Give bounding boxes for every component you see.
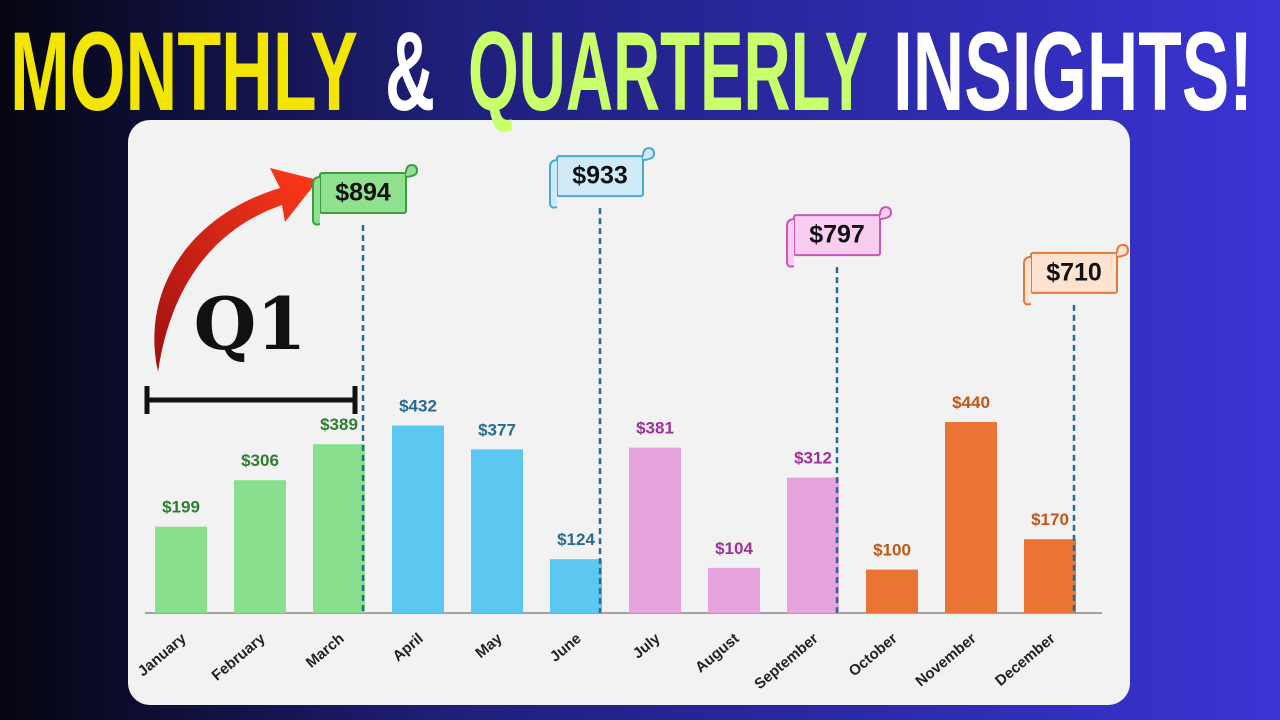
quarter-total-label: $894 [335, 179, 391, 207]
bar [708, 567, 760, 613]
flag-curl [1023, 255, 1032, 306]
value-label: $377 [478, 420, 516, 439]
value-label: $440 [952, 393, 990, 412]
bar [787, 477, 839, 613]
bar [471, 449, 523, 613]
annotation: Q1 [194, 281, 307, 366]
value-label: $100 [873, 541, 911, 560]
bar [155, 526, 207, 613]
title-part: INSIGHTS! [893, 9, 1253, 134]
quarter-total-label: $710 [1046, 258, 1102, 286]
quarter-flag: $894 [312, 164, 419, 226]
bar [1024, 539, 1076, 613]
value-label: $381 [636, 419, 674, 438]
bar [629, 447, 681, 613]
q1-bracket [144, 386, 358, 414]
value-label: $104 [715, 539, 753, 558]
title-part: QUARTERLY [468, 9, 868, 134]
bar [550, 559, 602, 613]
value-label: $306 [241, 451, 279, 470]
flag-curl [1116, 243, 1130, 258]
chart-panel [128, 120, 1130, 705]
quarter-total-label: $933 [572, 162, 628, 190]
quarter-total-label: $797 [809, 221, 865, 249]
title-part: MONTHLY [10, 9, 358, 134]
curved-arrow [154, 168, 318, 372]
value-label: $432 [399, 397, 437, 416]
quarter-flag: $933 [549, 147, 656, 209]
value-label: $312 [794, 449, 832, 468]
bar [234, 480, 286, 613]
flag-curl [549, 159, 558, 209]
value-label: $170 [1031, 510, 1069, 529]
flag-curl [405, 164, 419, 178]
title-part: & [385, 9, 435, 134]
value-label: $124 [557, 530, 595, 549]
bar [866, 569, 918, 613]
bar [945, 422, 997, 613]
flag-curl [786, 218, 795, 268]
flag-curl [642, 147, 656, 162]
quarter-flag: $710 [1023, 243, 1130, 306]
bar [392, 425, 444, 613]
flag-curl [879, 206, 893, 221]
bar [313, 444, 365, 613]
value-label: $199 [162, 498, 200, 517]
value-label: $389 [320, 415, 358, 434]
flag-curl [312, 176, 321, 226]
quarter-flag: $797 [786, 206, 893, 268]
